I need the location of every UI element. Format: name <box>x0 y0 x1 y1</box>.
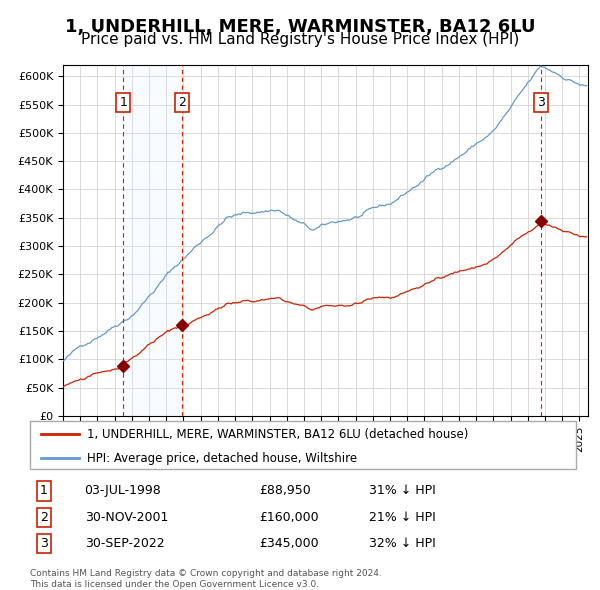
Text: Contains HM Land Registry data © Crown copyright and database right 2024.
This d: Contains HM Land Registry data © Crown c… <box>30 569 382 589</box>
Text: 30-NOV-2001: 30-NOV-2001 <box>85 511 168 524</box>
Text: 1: 1 <box>40 484 47 497</box>
Text: 32% ↓ HPI: 32% ↓ HPI <box>368 537 435 550</box>
Text: £160,000: £160,000 <box>259 511 319 524</box>
FancyBboxPatch shape <box>30 421 576 469</box>
Text: HPI: Average price, detached house, Wiltshire: HPI: Average price, detached house, Wilt… <box>88 452 358 465</box>
Text: 30-SEP-2022: 30-SEP-2022 <box>85 537 164 550</box>
Text: £345,000: £345,000 <box>259 537 319 550</box>
Text: 1, UNDERHILL, MERE, WARMINSTER, BA12 6LU: 1, UNDERHILL, MERE, WARMINSTER, BA12 6LU <box>65 18 535 36</box>
Text: £88,950: £88,950 <box>259 484 311 497</box>
Text: 3: 3 <box>40 537 47 550</box>
Text: Price paid vs. HM Land Registry's House Price Index (HPI): Price paid vs. HM Land Registry's House … <box>81 32 519 47</box>
Text: 2: 2 <box>178 96 186 109</box>
Text: 21% ↓ HPI: 21% ↓ HPI <box>368 511 435 524</box>
Text: 2: 2 <box>40 511 47 524</box>
Text: 3: 3 <box>537 96 545 109</box>
Text: 1: 1 <box>119 96 127 109</box>
Text: 31% ↓ HPI: 31% ↓ HPI <box>368 484 435 497</box>
Bar <box>123 65 182 416</box>
Text: 1, UNDERHILL, MERE, WARMINSTER, BA12 6LU (detached house): 1, UNDERHILL, MERE, WARMINSTER, BA12 6LU… <box>88 428 469 441</box>
Text: 03-JUL-1998: 03-JUL-1998 <box>85 484 161 497</box>
